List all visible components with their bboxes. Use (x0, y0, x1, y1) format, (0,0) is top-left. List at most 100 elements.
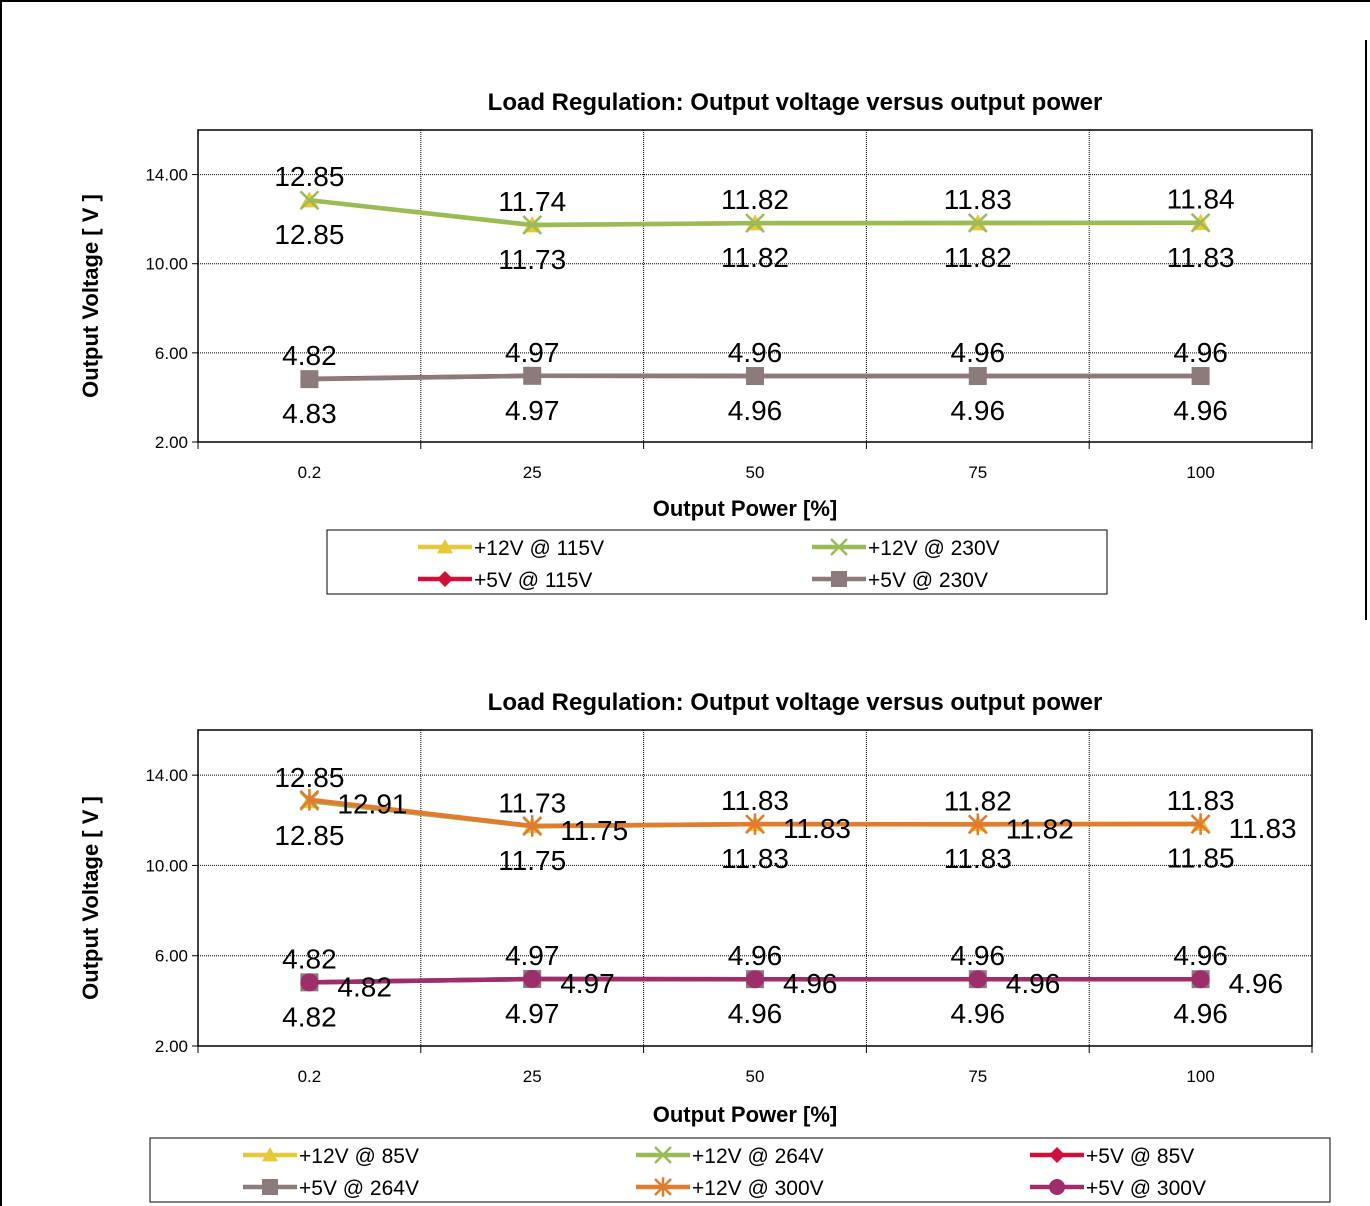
data-label: 4.97 (505, 395, 560, 426)
data-label: 11.85 (1167, 843, 1235, 874)
data-label: 11.75 (560, 815, 628, 846)
legend-marker (262, 1147, 278, 1162)
page-border-right (1365, 40, 1367, 620)
legend-marker (437, 571, 453, 587)
data-label: 4.96 (951, 940, 1006, 971)
data-point (523, 969, 542, 988)
legend-marker (654, 1177, 672, 1197)
legend-entry: +12V @ 264V (636, 1145, 824, 1168)
data-point (745, 213, 765, 234)
x-tick-label: 100 (1186, 1067, 1214, 1086)
data-label: 12.85 (274, 161, 344, 192)
data-point (968, 367, 987, 386)
data-label: 4.96 (1173, 940, 1228, 971)
data-point (745, 813, 765, 835)
legend-label: +12V @ 230V (868, 537, 1000, 560)
data-point (300, 973, 319, 992)
legend-entry: +5V @ 85V (1030, 1145, 1194, 1168)
data-label: 4.96 (951, 998, 1006, 1029)
data-label: 4.97 (505, 998, 560, 1029)
legend-label: +5V @ 230V (868, 569, 988, 592)
data-label: 4.96 (728, 998, 783, 1029)
data-label: 4.82 (282, 1001, 337, 1032)
data-label: 11.82 (1006, 813, 1074, 844)
data-label: 11.75 (498, 845, 566, 876)
data-label: 4.97 (505, 337, 560, 368)
data-label: 4.82 (282, 943, 337, 974)
data-label: 4.82 (282, 340, 337, 371)
legend-entry: +5V @ 300V (1030, 1177, 1206, 1200)
data-point (522, 815, 543, 837)
data-label: 11.83 (783, 813, 851, 844)
x-tick-label: 25 (523, 1067, 542, 1086)
data-label: 11.83 (1167, 785, 1235, 816)
data-point (299, 190, 320, 211)
legend-marker (1049, 1179, 1065, 1195)
data-label: 11.83 (1229, 813, 1297, 844)
legend-marker (831, 571, 847, 587)
data-point (300, 370, 319, 389)
y-tick-label: 6.00 (155, 947, 188, 966)
data-point (1191, 367, 1210, 386)
data-label: 11.82 (944, 242, 1012, 273)
legend-marker (437, 539, 453, 554)
data-label: 11.73 (498, 787, 566, 818)
legend-entry: +12V @ 115V (418, 537, 604, 560)
data-label: 11.82 (721, 184, 789, 215)
data-label: 4.96 (728, 337, 783, 368)
plot-area (197, 129, 1313, 443)
series--12v-300v: 12.91 11.75 11.83 11.82 11.83 (299, 788, 1297, 846)
legend-label: +12V @ 115V (474, 537, 604, 560)
y-tick-label: 10.00 (145, 255, 188, 274)
data-label: 4.96 (1173, 337, 1228, 368)
x-tick-label: 0.2 (298, 463, 322, 482)
data-point (967, 813, 988, 836)
legend-label: +5V @ 115V (474, 569, 592, 592)
data-label: 12.85 (274, 219, 344, 250)
legend-label: +12V @ 85V (299, 1145, 419, 1168)
chart-1: Load Regulation: Output voltage versus o… (78, 89, 1313, 595)
data-label: 4.96 (951, 395, 1006, 426)
data-label: 4.96 (783, 968, 838, 999)
data-label: 4.82 (337, 971, 392, 1002)
data-point (523, 366, 542, 385)
series--5v-300v: 4.82 4.97 4.96 4.96 4.96 (300, 968, 1283, 1002)
data-point (967, 213, 988, 233)
data-label: 12.85 (274, 820, 344, 851)
data-label: 11.82 (944, 785, 1012, 816)
data-point (1191, 970, 1210, 989)
series--12v-230v: 12.85 11.74 11.82 11.83 11.84 (274, 161, 1235, 235)
legend-label: +5V @ 300V (1086, 1177, 1206, 1200)
y-tick-label: 6.00 (155, 344, 188, 363)
y-tick-label: 10.00 (145, 856, 188, 875)
data-label: 11.83 (944, 843, 1012, 874)
data-label: 4.96 (1229, 968, 1284, 999)
x-tick-label: 100 (1186, 463, 1214, 482)
legend-entry: +12V @ 230V (812, 537, 1000, 560)
data-label: 4.96 (728, 940, 783, 971)
data-label: 11.82 (721, 242, 789, 273)
data-point (299, 788, 320, 811)
data-label: 4.97 (560, 968, 615, 999)
legend-marker (830, 538, 848, 556)
data-label: 4.83 (282, 398, 337, 429)
legend-label: +5V @ 264V (299, 1177, 419, 1200)
data-label: 11.84 (1167, 184, 1235, 215)
x-axis-title: Output Power [%] (653, 496, 838, 521)
y-tick-label: 14.00 (145, 766, 188, 785)
data-label: 11.83 (944, 184, 1012, 215)
x-axis-title: Output Power [%] (653, 1102, 838, 1127)
data-label: 11.83 (721, 785, 789, 816)
series--5v-230v: 4.82 4.97 4.96 4.96 4.96 (282, 337, 1228, 389)
chart-title: Load Regulation: Output voltage versus o… (488, 89, 1103, 116)
x-tick-label: 75 (968, 463, 987, 482)
data-label: 11.74 (498, 186, 566, 217)
chart-2: Load Regulation: Output voltage versus o… (78, 689, 1331, 1203)
legend-marker (262, 1179, 278, 1195)
data-label: 4.96 (951, 337, 1006, 368)
x-tick-label: 75 (968, 1067, 987, 1086)
data-label: 11.83 (721, 843, 789, 874)
data-label: 4.97 (505, 940, 560, 971)
chart-title: Load Regulation: Output voltage versus o… (488, 689, 1103, 716)
